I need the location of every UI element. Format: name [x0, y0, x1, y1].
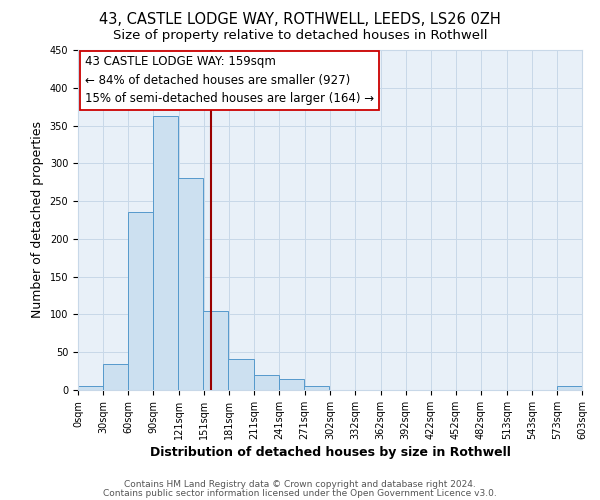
Bar: [203, 310, 229, 390]
Text: Contains HM Land Registry data © Crown copyright and database right 2024.: Contains HM Land Registry data © Crown c…: [124, 480, 476, 489]
Bar: [178, 178, 203, 390]
Bar: [153, 116, 178, 390]
X-axis label: Distribution of detached houses by size in Rothwell: Distribution of detached houses by size …: [149, 446, 511, 459]
Y-axis label: Number of detached properties: Number of detached properties: [31, 122, 44, 318]
Bar: [278, 378, 304, 390]
Bar: [103, 364, 128, 390]
Bar: [304, 386, 329, 390]
Bar: [557, 386, 582, 390]
Text: Size of property relative to detached houses in Rothwell: Size of property relative to detached ho…: [113, 29, 487, 42]
Bar: [254, 375, 278, 390]
Bar: [78, 386, 103, 390]
Bar: [128, 212, 153, 390]
Text: 43, CASTLE LODGE WAY, ROTHWELL, LEEDS, LS26 0ZH: 43, CASTLE LODGE WAY, ROTHWELL, LEEDS, L…: [99, 12, 501, 28]
Bar: [229, 359, 254, 390]
Text: Contains public sector information licensed under the Open Government Licence v3: Contains public sector information licen…: [103, 488, 497, 498]
Text: 43 CASTLE LODGE WAY: 159sqm
← 84% of detached houses are smaller (927)
15% of se: 43 CASTLE LODGE WAY: 159sqm ← 84% of det…: [85, 56, 374, 106]
